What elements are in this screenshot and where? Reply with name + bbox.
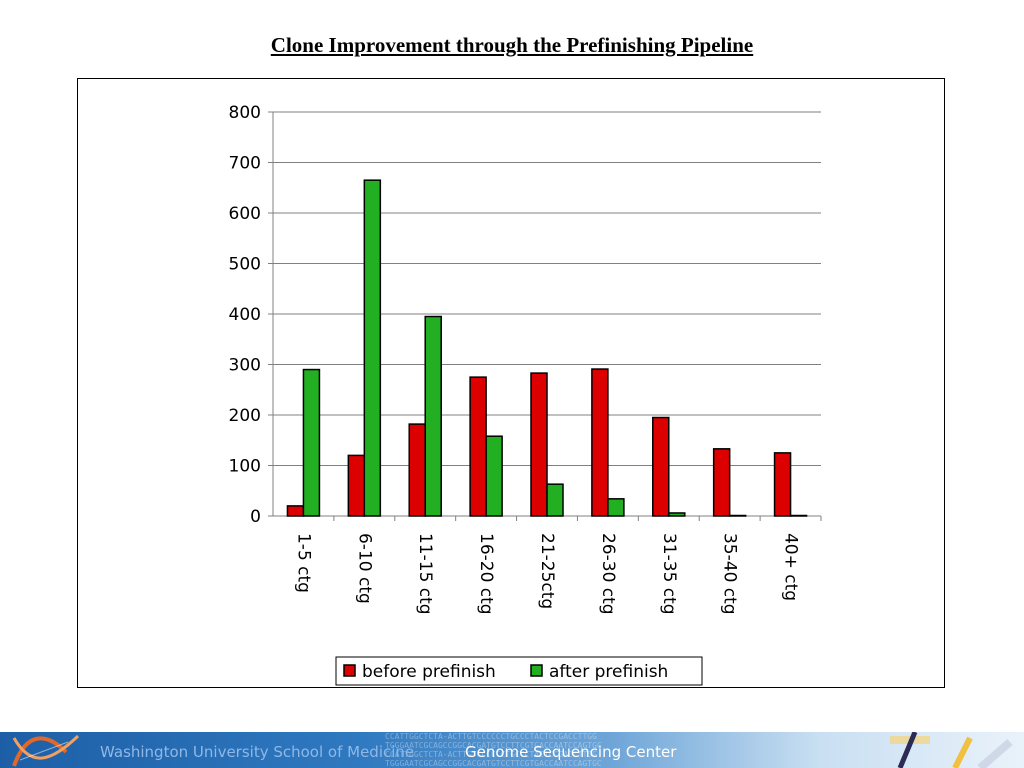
dna-helix-icon <box>12 734 80 767</box>
y-tick-label: 800 <box>229 103 261 123</box>
x-category-label: 35-40 ctg <box>720 533 740 615</box>
y-tick-label: 500 <box>229 255 261 275</box>
bar-after-prefinish <box>728 514 747 517</box>
bar-before-prefinish <box>286 505 305 517</box>
center-name: Genome Sequencing Center <box>465 743 677 761</box>
bar-before-prefinish <box>469 376 487 517</box>
legend-label: before prefinish <box>362 662 496 682</box>
slide-title: Clone Improvement through the Prefinishi… <box>270 33 754 57</box>
legend-swatch <box>343 664 356 677</box>
x-category-label: 31-35 ctg <box>659 533 679 615</box>
bar-after-prefinish <box>302 368 321 517</box>
bar-after-prefinish <box>668 512 686 517</box>
y-tick-label: 700 <box>229 154 261 174</box>
x-category-label: 40+ ctg <box>781 533 801 601</box>
bar-before-prefinish <box>530 372 548 517</box>
x-category-label: 16-20 ctg <box>476 533 496 615</box>
x-category-label: 26-30 ctg <box>598 533 618 615</box>
bar-before-prefinish <box>773 452 792 517</box>
lab-equipment-icon <box>890 732 1013 768</box>
bar-before-prefinish <box>591 368 609 517</box>
bar-before-prefinish <box>652 416 670 517</box>
legend-swatch <box>530 664 543 677</box>
legend-label: after prefinish <box>549 662 668 682</box>
institution-name: Washington University School of Medicine <box>100 743 415 761</box>
y-tick-label: 300 <box>229 356 261 376</box>
y-tick-label: 600 <box>229 204 261 224</box>
y-tick-label: 400 <box>229 305 261 325</box>
bar-after-prefinish <box>363 179 382 517</box>
bar-after-prefinish <box>546 483 564 517</box>
x-category-label: 1-5 ctg <box>293 533 313 593</box>
legend-box <box>335 656 703 686</box>
bar-before-prefinish <box>347 454 366 517</box>
bar-after-prefinish <box>424 315 442 517</box>
y-tick-label: 0 <box>250 507 261 527</box>
bar-before-prefinish <box>408 423 426 517</box>
bar-before-prefinish <box>712 448 731 517</box>
bar-after-prefinish <box>485 435 503 517</box>
x-category-label: 11-15 ctg <box>415 533 435 615</box>
chart-frame: 0 100 200 300 400 500 600 700 800 1-5 ctg 6-10 ctg… <box>77 78 945 688</box>
bar-after-prefinish <box>789 514 808 517</box>
footer-banner: CCATTGGCTCTA-ACTTGTCCCCCCTGCCCTACTCCGACC… <box>0 732 1024 768</box>
y-tick-label: 100 <box>229 457 261 477</box>
sequence-pattern: CCATTGGCTCTA-ACTTGTCCCCCCTGCCCTACTCCGACC… <box>385 732 602 768</box>
bar-after-prefinish <box>607 498 625 517</box>
x-category-label: 21-25ctg <box>537 533 557 609</box>
x-category-label: 6-10 ctg <box>354 533 374 604</box>
y-tick-label: 200 <box>229 406 261 426</box>
bar-chart: 0 100 200 300 400 500 600 700 800 1-5 ctg 6-10 ctg… <box>229 103 822 686</box>
